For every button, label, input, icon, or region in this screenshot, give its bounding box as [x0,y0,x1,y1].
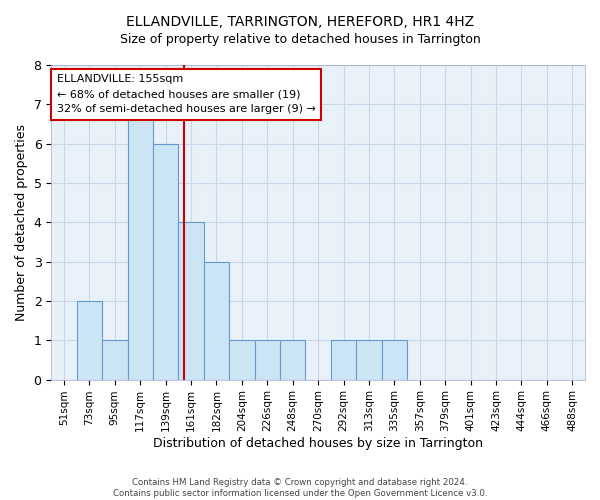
Bar [204,262,229,380]
Bar [153,144,178,380]
Text: Size of property relative to detached houses in Tarrington: Size of property relative to detached ho… [119,32,481,46]
Bar [280,340,305,380]
Text: ELLANDVILLE, TARRINGTON, HEREFORD, HR1 4HZ: ELLANDVILLE, TARRINGTON, HEREFORD, HR1 4… [126,15,474,29]
Y-axis label: Number of detached properties: Number of detached properties [15,124,28,321]
Bar [128,104,153,380]
X-axis label: Distribution of detached houses by size in Tarrington: Distribution of detached houses by size … [153,437,483,450]
Text: Contains HM Land Registry data © Crown copyright and database right 2024.
Contai: Contains HM Land Registry data © Crown c… [113,478,487,498]
Bar [229,340,254,380]
Bar [356,340,382,380]
Bar [102,340,128,380]
Bar [178,222,204,380]
Bar [254,340,280,380]
Bar [331,340,356,380]
Text: ELLANDVILLE: 155sqm
← 68% of detached houses are smaller (19)
32% of semi-detach: ELLANDVILLE: 155sqm ← 68% of detached ho… [56,74,316,114]
Bar [77,301,102,380]
Bar [382,340,407,380]
